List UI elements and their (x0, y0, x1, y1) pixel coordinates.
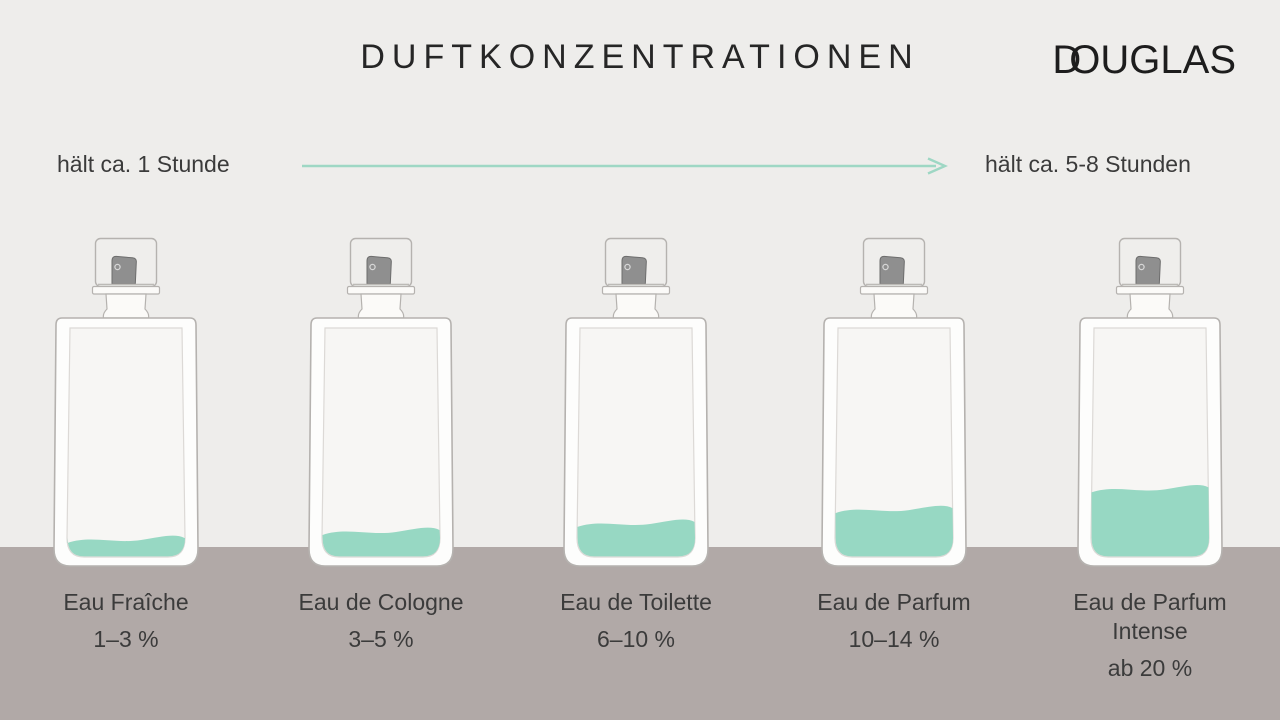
logo-letter-o: O (1069, 38, 1101, 82)
sprayer-nozzle-icon (111, 255, 137, 285)
bottle-name: Eau de Parfum (817, 589, 971, 615)
bottle-name: Eau de Cologne (298, 589, 464, 615)
liquid-fill (67, 535, 185, 557)
bottle-name: Eau de Parfum Intense (1073, 589, 1227, 644)
nozzle-hole-icon (624, 263, 631, 271)
bottle-label: Eau de Parfum Intense ab 20 % (1045, 588, 1255, 683)
sprayer-nozzle-icon (1135, 255, 1161, 285)
bottle-concentration: 1–3 % (93, 626, 159, 652)
bottle-illustration (308, 237, 454, 567)
nozzle-hole-icon (1138, 263, 1145, 271)
logo-letters-rest: UGLAS (1100, 38, 1236, 82)
bottle-concentration: 6–10 % (596, 626, 675, 652)
duration-arrow-icon (300, 156, 950, 176)
nozzle-hole-icon (369, 263, 376, 271)
nozzle-hole-icon (114, 263, 121, 271)
liquid-fill (1091, 485, 1209, 557)
perfume-bottle (46, 232, 206, 570)
bottle-name: Eau Fraîche (63, 589, 189, 615)
perfume-bottle (556, 232, 716, 570)
bottle-concentration: 10–14 % (848, 626, 940, 652)
bottle-illustration (53, 237, 199, 567)
bottle-illustration (1077, 237, 1223, 567)
bottle-concentration: 3–5 % (348, 626, 414, 652)
sprayer-nozzle-icon (879, 255, 905, 285)
liquid-fill (577, 519, 695, 557)
bottle-illustration (821, 237, 967, 567)
page-title: DUFTKONZENTRATIONEN (360, 38, 920, 76)
nozzle-hole-icon (882, 263, 889, 271)
liquid-fill (322, 527, 440, 557)
douglas-logo: DOUGLAS (1052, 38, 1236, 83)
bottle-label: Eau Fraîche 1–3 % (21, 588, 231, 654)
floor-band (0, 547, 1280, 720)
perfume-bottle (814, 232, 974, 570)
bottle-illustration (563, 237, 709, 567)
perfume-bottle (301, 232, 461, 570)
perfume-bottle (1070, 232, 1230, 570)
bottle-label: Eau de Toilette 6–10 % (531, 588, 741, 654)
duration-label-short: hält ca. 1 Stunde (57, 151, 230, 177)
sprayer-nozzle-icon (621, 255, 647, 285)
bottle-label: Eau de Cologne 3–5 % (276, 588, 486, 654)
bottle-concentration: ab 20 % (1107, 655, 1193, 681)
liquid-fill (835, 505, 953, 557)
logo-letter-d: D (1052, 38, 1082, 82)
bottle-label: Eau de Parfum 10–14 % (789, 588, 999, 654)
duration-label-long: hält ca. 5-8 Stunden (985, 151, 1191, 177)
sprayer-nozzle-icon (366, 255, 392, 285)
bottle-name: Eau de Toilette (560, 589, 712, 615)
